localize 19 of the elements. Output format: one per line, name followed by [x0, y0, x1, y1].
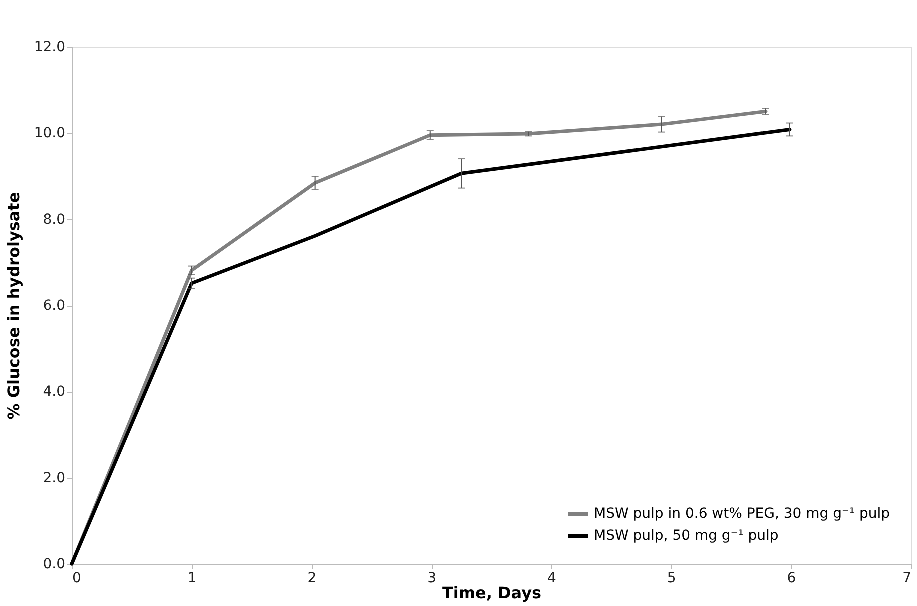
- y-tick-label: 4.0: [43, 384, 66, 400]
- legend-label: MSW pulp in 0.6 wt% PEG, 30 mg g⁻¹ pulp: [594, 506, 890, 522]
- x-axis-title: Time, Days: [442, 584, 542, 602]
- y-tick-label: 10.0: [34, 126, 66, 142]
- x-tick-label: 5: [667, 570, 676, 586]
- x-tick-label: 3: [428, 570, 437, 586]
- x-tick-label: 4: [547, 570, 556, 586]
- y-tick-label: 8.0: [43, 212, 66, 228]
- y-axis-title: % Glucose in hydrolysate: [4, 192, 24, 420]
- y-tick-label: 6.0: [43, 298, 66, 314]
- legend-label: MSW pulp, 50 mg g⁻¹ pulp: [594, 528, 779, 544]
- x-tick-label: 2: [308, 570, 317, 586]
- x-tick-label: 0: [72, 570, 82, 586]
- x-tick-label: 1: [188, 570, 197, 586]
- y-tick-label: 0.0: [43, 556, 66, 572]
- y-tick-label: 2.0: [43, 470, 66, 486]
- x-tick-label: 6: [787, 570, 796, 586]
- x-tick-label: 7: [902, 570, 912, 586]
- y-tick-label: 12.0: [34, 40, 66, 56]
